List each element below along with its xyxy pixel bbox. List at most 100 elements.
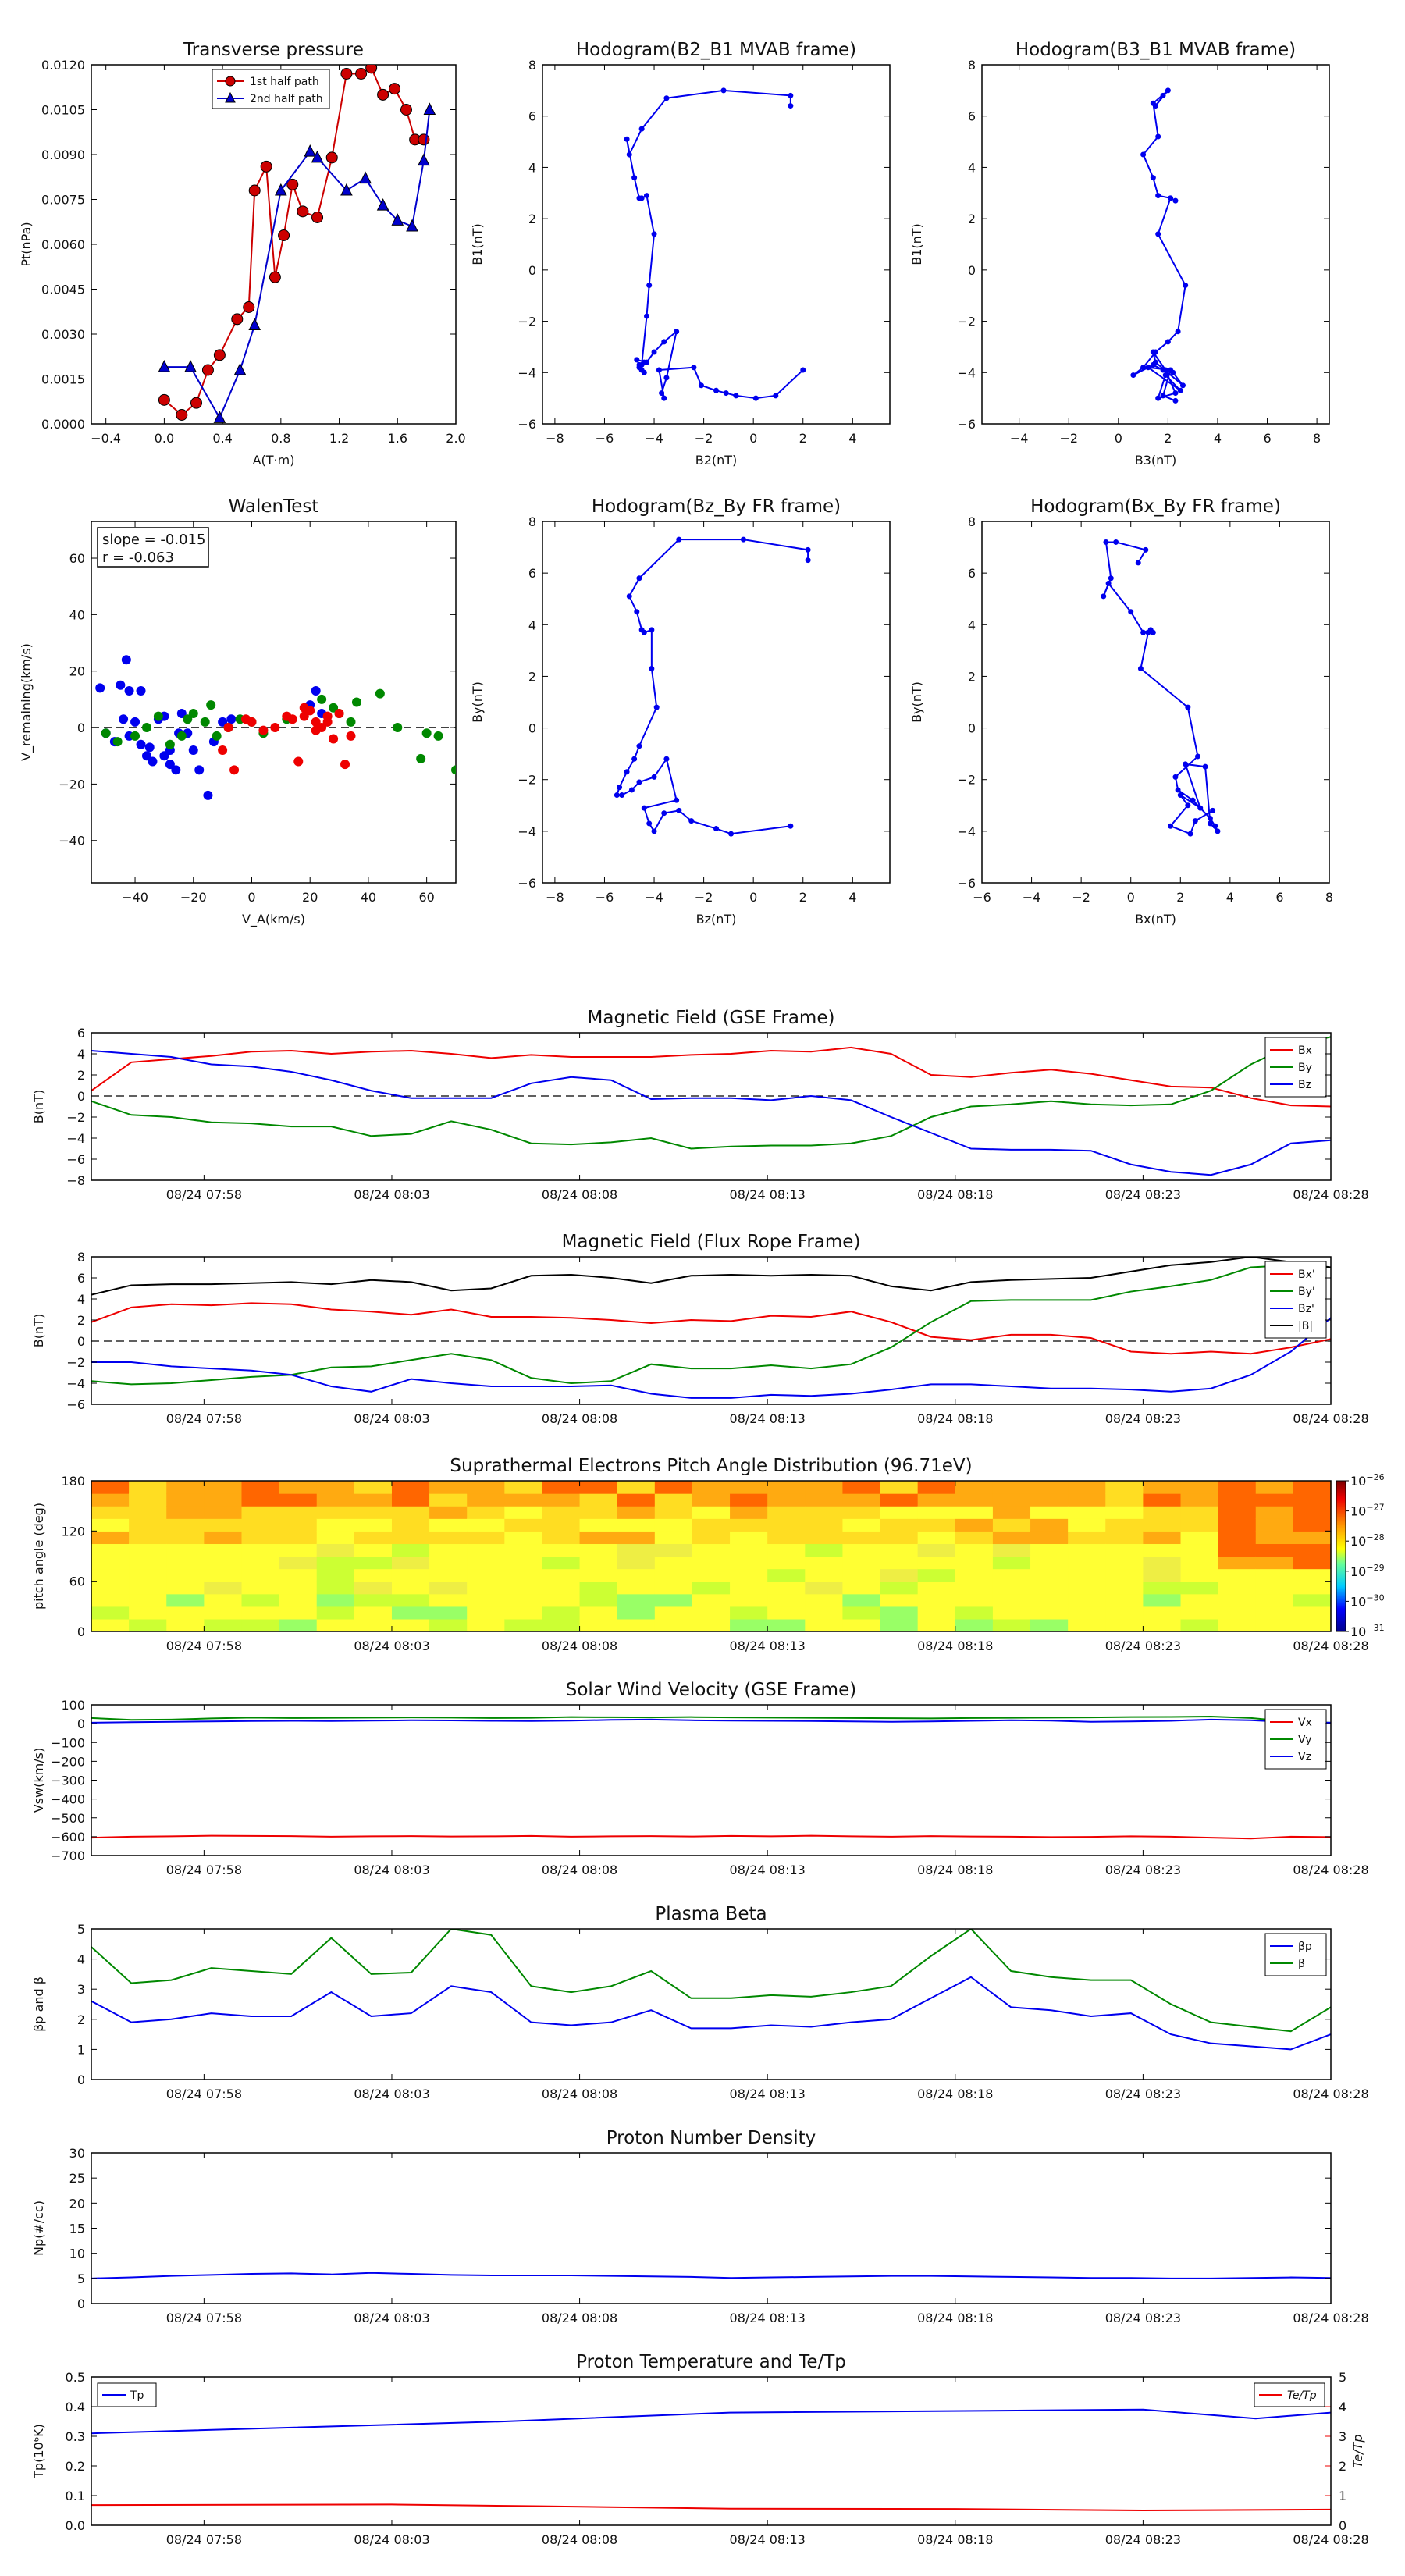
y-tick-label: 5: [77, 2272, 85, 2286]
pad-cell: [917, 1556, 956, 1570]
scatter-point-green: [112, 737, 123, 747]
pad-cell: [1105, 1518, 1144, 1532]
data-marker: [1150, 349, 1156, 355]
pad-cell: [692, 1581, 731, 1595]
data-marker: [190, 397, 202, 409]
pad-cell: [1180, 1531, 1219, 1545]
pad-cell: [316, 1606, 355, 1620]
pad-cell: [805, 1618, 844, 1632]
y-tick-label: 3: [77, 1982, 85, 1997]
x-tick-label: 2: [1176, 890, 1184, 905]
pad-cell: [880, 1481, 919, 1494]
scatter-point-green: [451, 765, 456, 775]
scatter-point-blue: [171, 765, 181, 775]
pad-cell: [1293, 1493, 1332, 1507]
scatter-point-red: [340, 760, 350, 770]
y-axis-label: B(nT): [31, 1090, 46, 1123]
scatter-point-green: [346, 717, 356, 727]
y-tick-label: 120: [61, 1524, 85, 1539]
pad-cell: [91, 1506, 130, 1519]
y-tick-label: 0.0000: [41, 417, 85, 432]
time-tick-label: 08/24 08:28: [1293, 1638, 1368, 1653]
data-marker: [1160, 393, 1166, 399]
y-tick-label: −4: [957, 365, 976, 380]
pad-cell: [204, 1543, 243, 1557]
y-tick-label: 0.0075: [41, 193, 85, 208]
pad-cell: [579, 1543, 618, 1557]
pad-cell: [391, 1593, 430, 1607]
pad-cell: [279, 1531, 318, 1545]
data-marker: [614, 792, 620, 799]
time-tick-label: 08/24 08:23: [1105, 2532, 1181, 2547]
legend-label: Bz: [1298, 1079, 1311, 1091]
panel-beta: Plasma Beta βp β 0 1 2 3 4 5 βp and β 08/24 07:58 0…: [31, 1904, 1369, 2101]
pad-cell: [1218, 1506, 1257, 1519]
pad-cell: [1105, 1543, 1144, 1557]
pad-cell: [730, 1581, 768, 1595]
pad-cell: [730, 1568, 768, 1582]
time-tick-label: 08/24 08:23: [1105, 2311, 1181, 2325]
pad-cell: [467, 1556, 505, 1570]
data-marker: [311, 212, 324, 223]
pad-cell: [316, 1568, 355, 1582]
pad-cell: [805, 1493, 844, 1507]
pad-cell: [955, 1618, 994, 1632]
pad-cell: [1105, 1506, 1144, 1519]
data-marker: [311, 150, 324, 163]
y-axis-label: Tp(10⁶K): [31, 2424, 46, 2479]
panel-title: Magnetic Field (GSE Frame): [588, 1008, 835, 1028]
data-marker: [1168, 195, 1174, 201]
y-tick-label: 0.3: [66, 2429, 85, 2444]
pad-cell: [842, 1618, 881, 1632]
pad-cell: [992, 1531, 1031, 1545]
data-marker: [663, 756, 670, 762]
series-line-Bx: [91, 1046, 1331, 1108]
pad-cell: [692, 1493, 731, 1507]
plot-area: [91, 1036, 1331, 1176]
pad-cell: [129, 1531, 167, 1545]
pad-cell: [842, 1518, 881, 1532]
data-marker: [649, 666, 655, 672]
pad-cell: [992, 1556, 1031, 1570]
pad-cell: [880, 1593, 919, 1607]
y-tick-label: 8: [528, 58, 536, 73]
pad-cell: [1143, 1543, 1182, 1557]
pad-cell: [730, 1606, 768, 1620]
time-tick-label: 08/24 08:23: [1105, 1187, 1181, 1202]
pad-cell: [166, 1543, 205, 1557]
x-tick-label: 60: [418, 890, 434, 905]
pad-cell: [1030, 1481, 1069, 1494]
colorbar: [1336, 1480, 1346, 1632]
scatter-point-green: [141, 723, 151, 733]
pad-cell: [204, 1581, 243, 1595]
data-marker: [626, 593, 632, 600]
panel-title: Magnetic Field (Flux Rope Frame): [562, 1232, 861, 1252]
data-marker: [418, 133, 430, 146]
pad-cell: [354, 1506, 393, 1519]
pad-cell: [955, 1493, 994, 1507]
pad-cell: [429, 1556, 468, 1570]
x-tick-label: 0: [1127, 890, 1135, 905]
pad-cell: [467, 1543, 505, 1557]
data-marker: [275, 183, 287, 196]
y-tick-label: −200: [51, 1754, 85, 1769]
data-marker: [676, 536, 682, 543]
y-tick-label: 2: [968, 212, 976, 226]
pad-cell: [955, 1593, 994, 1607]
pad-cell: [91, 1568, 130, 1582]
pad-cell: [1143, 1493, 1182, 1507]
pad-cell: [91, 1618, 130, 1632]
pad-cell: [241, 1606, 280, 1620]
time-tick-label: 08/24 08:18: [917, 1638, 993, 1653]
chart-hod3: Hodogram(Bz_By FR frame) Bz(nT) By(nT) −8 −6…: [470, 496, 891, 927]
data-marker: [1187, 831, 1193, 837]
pad-cell: [1030, 1593, 1069, 1607]
pad-cell: [391, 1606, 430, 1620]
y-tick-label: 5: [77, 1922, 85, 1937]
data-marker: [663, 375, 670, 381]
pad-cell: [542, 1618, 581, 1632]
data-marker: [1140, 365, 1147, 371]
pad-cell: [805, 1543, 844, 1557]
y-tick-label: 0.2: [66, 2459, 85, 2474]
pad-cell: [1068, 1606, 1106, 1620]
